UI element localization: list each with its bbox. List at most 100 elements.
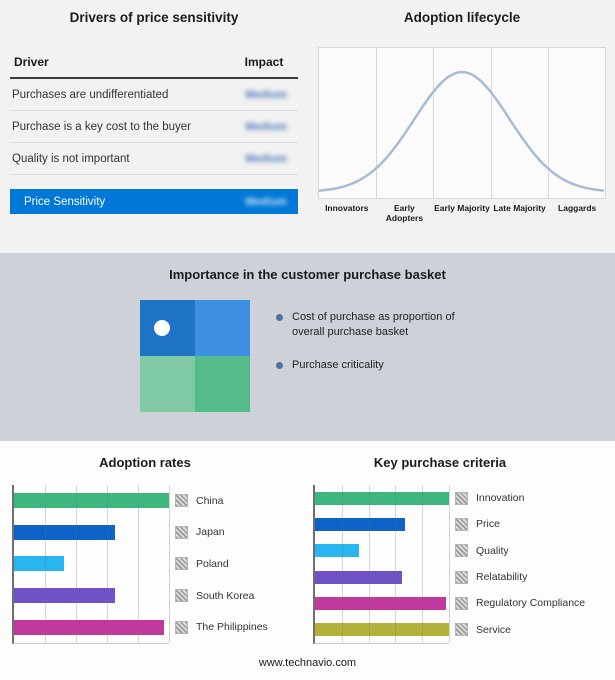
bar-innovation xyxy=(315,491,449,505)
driver-name-cell: Quality is not important xyxy=(12,152,130,165)
criteria-legend: Innovation Price Quality Relatability Regula… xyxy=(455,485,610,643)
criteria-plot-gridline xyxy=(368,485,370,643)
bar-row xyxy=(14,556,169,572)
adoption-plot-gridline xyxy=(45,485,46,643)
legend-item: Innovation xyxy=(455,491,610,505)
stage-label: Laggards xyxy=(558,203,597,213)
lifecycle-gridline xyxy=(433,48,435,198)
drivers-table: Driver Impact Purchases are undifferenti… xyxy=(10,51,298,214)
bullet-icon xyxy=(276,361,283,369)
legend-item: Quality xyxy=(455,544,610,558)
criteria-plot-gridline xyxy=(395,485,397,643)
price-sensitivity-panel: Drivers of price sensitivity Driver Impa… xyxy=(10,10,298,214)
lifecycle-title: Adoption lifecycle xyxy=(403,10,521,25)
legend-label: Japan xyxy=(196,526,225,539)
adoption-lifecycle-panel: Adoption lifecycle Innovators Early Adopt… xyxy=(318,10,606,223)
bar-japan xyxy=(14,524,115,540)
drivers-title: Drivers of price sensitivity xyxy=(69,10,239,25)
lifecycle-gridline xyxy=(547,48,549,198)
price-sensitivity-highlight-row: Price Sensitivity Medium xyxy=(10,189,298,214)
legend-label: South Korea xyxy=(196,589,255,602)
bar-row xyxy=(14,524,169,540)
lifecycle-curve xyxy=(319,70,605,192)
basket-bullet-list: Cost of purchase as proportion of overal… xyxy=(276,310,506,391)
driver-name-cell: Purchases are undifferentiated xyxy=(12,88,169,101)
legend-marker-icon xyxy=(175,620,188,634)
position-dot xyxy=(154,320,171,337)
criteria-plot-gridline xyxy=(449,485,450,643)
stage-label: Early Adopters xyxy=(385,203,424,224)
criteria-title: Key purchase criteria xyxy=(373,455,507,470)
purchase-basket-quadrant xyxy=(140,300,250,412)
bar-row xyxy=(14,493,169,509)
bullet-icon xyxy=(276,314,283,321)
impact-value-cell: Medium xyxy=(245,88,287,101)
legend-label: Quality xyxy=(476,544,509,557)
bar-poland xyxy=(14,556,64,572)
top-section: Drivers of price sensitivity Driver Impa… xyxy=(0,0,615,253)
legend-item: The Philippines xyxy=(175,620,300,634)
adoption-plot xyxy=(12,485,170,644)
stage-label: Innovators xyxy=(325,203,369,213)
bar-row xyxy=(315,517,449,531)
drivers-table-header: Driver Impact xyxy=(10,51,298,79)
bottom-section: Adoption rates China Japan Poland South Kor… xyxy=(0,441,615,680)
bar-regulatory-compliance xyxy=(315,596,447,610)
legend-item: South Korea xyxy=(175,589,300,603)
bullet-item: Purchase criticality xyxy=(276,358,506,373)
bar-row xyxy=(315,570,449,584)
bar-row xyxy=(315,596,449,610)
legend-label: Poland xyxy=(196,557,229,570)
bar-relatability xyxy=(315,570,403,584)
impact-column-header: Impact xyxy=(244,55,284,69)
basket-title: Importance in the customer purchase bask… xyxy=(169,267,446,282)
bullet-text: Cost of purchase as proportion of overal… xyxy=(292,311,455,338)
bullet-item: Cost of purchase as proportion of overal… xyxy=(276,310,506,340)
impact-value-cell: Medium xyxy=(245,120,287,133)
stage-label: Late Majority xyxy=(493,203,546,213)
legend-item: Regulatory Compliance xyxy=(455,596,610,610)
bar-china xyxy=(14,493,169,509)
bar-row xyxy=(315,491,449,505)
adoption-plot-gridline xyxy=(107,485,108,643)
legend-marker-icon xyxy=(455,596,468,610)
legend-item: Service xyxy=(455,623,610,637)
bars xyxy=(315,485,449,643)
legend-label: The Philippines xyxy=(196,621,268,634)
legend-marker-icon xyxy=(455,623,468,637)
legend-item: Poland xyxy=(175,557,300,571)
bar-row xyxy=(14,588,169,604)
bar-service xyxy=(315,623,449,637)
drivers-table-body: Purchases are undifferentiated Medium Purc… xyxy=(10,79,298,175)
bar-price xyxy=(315,517,405,531)
driver-column-header: Driver xyxy=(14,55,49,69)
legend-item: China xyxy=(175,494,300,508)
legend-marker-icon xyxy=(455,517,468,531)
legend-marker-icon xyxy=(175,525,188,539)
drivers-table-row: Purchases are undifferentiated Medium xyxy=(10,79,298,111)
quadrant-cell-4 xyxy=(195,356,250,412)
purchase-basket-section: Importance in the customer purchase bask… xyxy=(0,253,615,441)
legend-marker-icon xyxy=(455,491,468,505)
bars xyxy=(14,485,169,643)
quadrant-cell-2 xyxy=(195,300,250,356)
adoption-legend: China Japan Poland South Korea The Philippin… xyxy=(175,485,300,643)
impact-value-cell: Medium xyxy=(245,152,287,165)
adoption-plot-gridline xyxy=(76,485,77,643)
legend-item: Relatability xyxy=(455,570,610,584)
legend-marker-icon xyxy=(175,494,188,508)
highlight-impact-value: Medium xyxy=(245,195,287,208)
criteria-plot-gridline xyxy=(341,485,343,643)
bar-the-philippines xyxy=(14,619,165,635)
legend-label: Price xyxy=(476,518,500,531)
criteria-plot-gridline xyxy=(422,485,424,643)
legend-marker-icon xyxy=(455,544,468,558)
legend-marker-icon xyxy=(175,557,188,571)
adoption-rates-title: Adoption rates xyxy=(99,455,191,470)
criteria-plot xyxy=(313,485,450,644)
website-url: www.technavio.com xyxy=(258,657,357,669)
bar-row xyxy=(315,623,449,637)
legend-label: Regulatory Compliance xyxy=(476,597,586,610)
legend-item: Japan xyxy=(175,525,300,539)
